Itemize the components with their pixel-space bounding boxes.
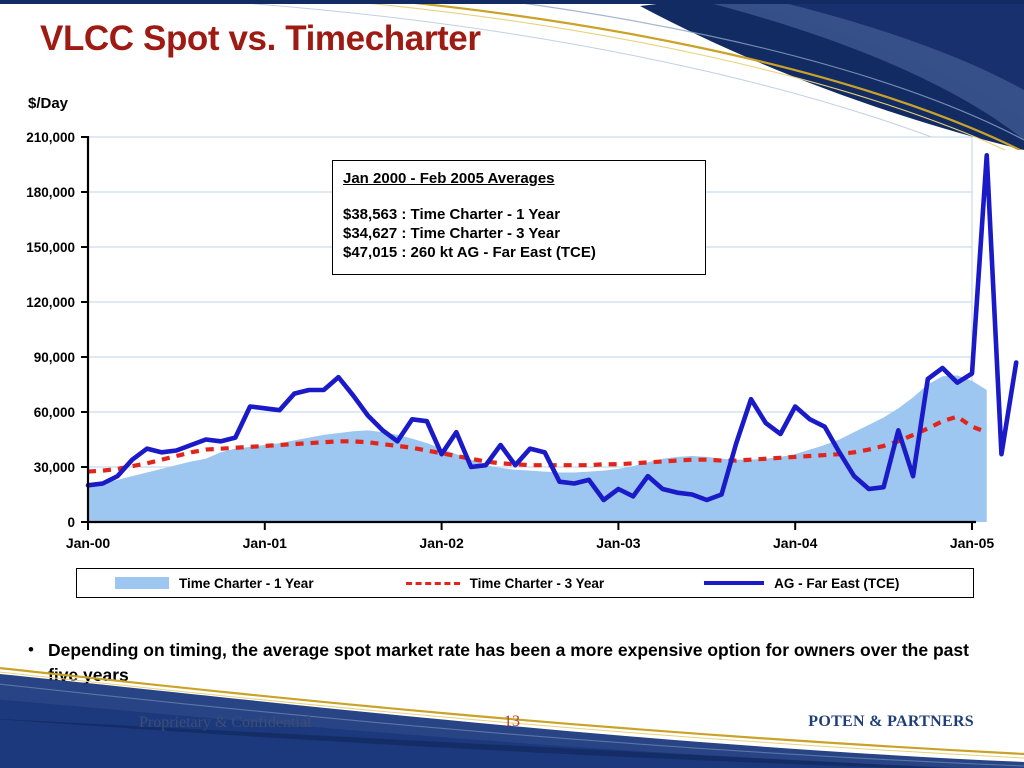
legend-area-swatch-icon [115,577,169,589]
y-axis-tick-label: 30,000 [34,460,75,475]
y-axis-tick-label: 210,000 [26,130,75,145]
bullet-point: • Depending on timing, the average spot … [14,638,1004,688]
legend-dashed-line-icon [405,581,460,585]
legend-label-3: AG - Far East (TCE) [774,575,900,591]
series-line-ag-far-east-tce [85,153,1019,503]
annotation-heading: Jan 2000 - Feb 2005 Averages [343,170,555,187]
legend-item-time-charter-1-year: Time Charter - 1 Year [115,576,314,591]
series-area-time-charter-1-year [88,375,987,522]
chart-legend: Time Charter - 1 Year Time Charter - 3 Y… [76,568,974,598]
x-axis-tick-label: Jan-01 [243,535,288,551]
x-axis-tick-label: Jan-02 [419,535,464,551]
y-axis-tick-label: 180,000 [26,185,75,200]
legend-label-1: Time Charter - 1 Year [179,575,314,591]
averages-annotation-box: Jan 2000 - Feb 2005 Averages $38,563 : T… [332,160,706,275]
y-axis-unit-label: $/Day [28,95,69,112]
legend-solid-line-icon [704,581,765,585]
series-line-time-charter-3-year [87,414,988,474]
slide-title: VLCC Spot vs. Timecharter [40,19,481,58]
bullet-text: Depending on timing, the average spot ma… [48,640,969,685]
y-axis-tick-label: 60,000 [34,405,75,420]
legend-label-2: Time Charter - 3 Year [469,575,605,591]
annotation-line-1: $38,563 : Time Charter - 1 Year [343,206,561,223]
y-axis-tick-label: 90,000 [34,350,75,365]
footer-page-number: 13 [504,713,520,730]
chart-svg: 210,000 180,000 150,000 120,000 90,000 60,000… [26,130,1019,551]
y-axis-tick-label: 120,000 [26,295,75,310]
y-axis-tick-label: 0 [67,515,75,530]
x-axis-tick-label: Jan-00 [66,535,111,551]
legend-item-time-charter-3-year: Time Charter - 3 Year [405,575,605,591]
annotation-line-3: $47,015 : 260 kt AG - Far East (TCE) [343,244,596,261]
chart-figure: 210,000 180,000 150,000 120,000 90,000 60,000… [26,130,1019,551]
x-axis-tick-label: Jan-04 [773,535,818,551]
footer-brand-logo: POTEN & PARTNERS [808,713,974,730]
annotation-line-2: $34,627 : Time Charter - 3 Year [343,225,561,242]
footer-confidential: Proprietary & Confidential [139,714,312,731]
legend-item-ag-far-east: AG - Far East (TCE) [704,576,899,591]
bullet-marker-icon: • [28,640,34,659]
x-axis-tick-label: Jan-03 [596,535,641,551]
x-axis-tick-label: Jan-05 [950,535,995,551]
y-axis-tick-label: 150,000 [26,240,75,255]
